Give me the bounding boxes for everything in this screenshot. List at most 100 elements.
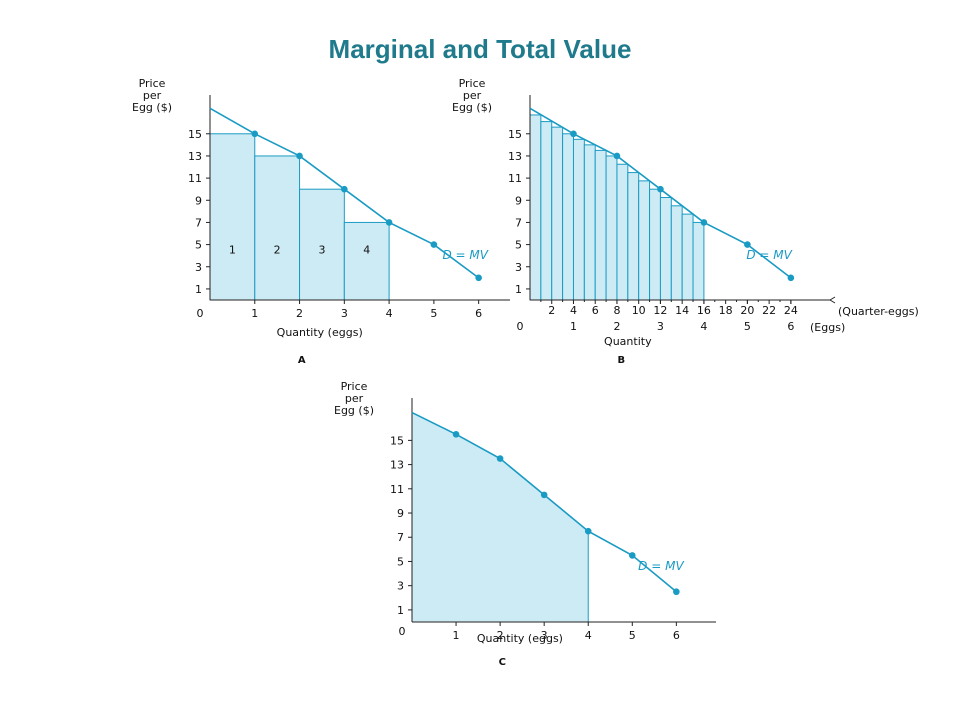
x-tick-label-5: 5 <box>744 320 751 333</box>
demand-point-3 <box>657 185 664 193</box>
bar-1 <box>529 114 542 301</box>
bar-label-4: 4 <box>363 243 370 256</box>
x-tick-label-3: 3 <box>341 307 348 320</box>
bar-11 <box>638 180 651 301</box>
panel-label: C <box>499 657 506 668</box>
y-tick-label-11: 11 <box>390 483 404 496</box>
curve-label: D = MV <box>638 559 684 573</box>
bar-4 <box>562 133 574 301</box>
x-tick-label-4: 4 <box>585 629 592 642</box>
demand-point-5 <box>430 241 438 248</box>
y-tick-label-1: 1 <box>195 283 202 296</box>
bar-2 <box>540 121 553 301</box>
bar-13 <box>659 197 672 301</box>
x-tick-label-0: 0 <box>197 307 204 320</box>
y-tick-label-7: 7 <box>515 216 522 229</box>
demand-point-5 <box>628 552 636 559</box>
slide-title: Marginal and Total Value <box>328 34 632 64</box>
bar-10 <box>627 172 640 301</box>
quarter-tick-label-18: 18 <box>719 304 733 317</box>
quarter-tick-label-8: 8 <box>613 304 620 317</box>
x-tick-label-1: 1 <box>570 320 577 333</box>
y-axis-label-line-1: Price <box>139 77 166 90</box>
quarter-tick-label-4: 4 <box>570 304 577 317</box>
demand-point-5 <box>744 241 751 248</box>
bar-2 <box>254 155 301 301</box>
y-axis-label-line-2: per <box>345 392 364 405</box>
y-tick-label-13: 13 <box>508 150 522 163</box>
x-tick-label-2: 2 <box>296 307 303 320</box>
bar-7 <box>594 149 607 301</box>
x-axis-arrow-upper <box>829 296 836 301</box>
y-tick-label-1: 1 <box>397 604 404 617</box>
total-value-area <box>412 412 589 622</box>
y-tick-label-5: 5 <box>397 555 404 568</box>
y-axis-label-line-1: Price <box>341 380 368 393</box>
quarter-tick-label-20: 20 <box>740 304 754 317</box>
y-tick-label-13: 13 <box>188 150 202 163</box>
y-axis-label-line-3: Egg ($) <box>334 404 374 417</box>
bar-14 <box>670 205 683 301</box>
curve-label: D = MV <box>442 248 488 262</box>
y-tick-label-13: 13 <box>390 459 404 472</box>
panel-label: B <box>617 355 625 366</box>
x-tick-label-1: 1 <box>453 629 460 642</box>
bar-9 <box>616 163 629 301</box>
bar-12 <box>649 188 661 301</box>
y-axis-label-line-2: per <box>463 89 482 102</box>
demand-point-1 <box>251 130 259 138</box>
x-tick-label-2: 2 <box>613 320 620 333</box>
quarter-tick-label-6: 6 <box>592 304 599 317</box>
bar-8 <box>605 155 618 301</box>
bar-label-2: 2 <box>274 243 281 256</box>
quarter-tick-label-10: 10 <box>632 304 646 317</box>
y-tick-label-3: 3 <box>515 261 522 274</box>
x-tick-label-6: 6 <box>673 629 680 642</box>
bar-4 <box>343 221 390 301</box>
y-tick-label-5: 5 <box>195 239 202 252</box>
demand-point-1 <box>452 431 460 438</box>
x-tick-label-4: 4 <box>700 320 707 333</box>
demand-point-4 <box>385 219 393 226</box>
demand-point-2 <box>496 455 504 462</box>
x-tick-label-2: 2 <box>497 629 504 642</box>
demand-point-3 <box>341 185 348 193</box>
demand-point-2 <box>296 152 303 160</box>
egg-axis-unit: (Eggs) <box>810 321 845 334</box>
y-tick-label-1: 1 <box>515 283 522 296</box>
bar-15 <box>681 213 694 301</box>
demand-point-2 <box>613 152 621 160</box>
x-tick-label-5: 5 <box>629 629 636 642</box>
y-tick-label-3: 3 <box>397 580 404 593</box>
x-axis-label: Quantity <box>604 335 652 348</box>
curve-label: D = MV <box>746 248 792 262</box>
bar-label-1: 1 <box>229 243 236 256</box>
bar-16 <box>692 221 705 301</box>
y-tick-label-5: 5 <box>515 239 522 252</box>
quarter-tick-label-16: 16 <box>697 304 711 317</box>
y-tick-label-9: 9 <box>515 194 522 207</box>
x-tick-label-3: 3 <box>657 320 664 333</box>
quarter-tick-label-14: 14 <box>675 304 689 317</box>
panel-label: A <box>298 355 306 366</box>
demand-point-1 <box>570 130 577 138</box>
y-tick-label-11: 11 <box>188 172 202 185</box>
demand-point-6 <box>787 274 795 282</box>
demand-point-6 <box>673 588 680 596</box>
x-tick-label-4: 4 <box>386 307 393 320</box>
quarter-axis-unit: (Quarter-eggs) <box>838 305 919 318</box>
y-tick-label-9: 9 <box>397 507 404 520</box>
y-axis-label-line-3: Egg ($) <box>132 101 172 114</box>
x-tick-label-6: 6 <box>787 320 794 333</box>
bar-label-3: 3 <box>318 243 325 256</box>
y-tick-label-15: 15 <box>390 434 404 447</box>
y-axis-label-line-1: Price <box>459 77 486 90</box>
quarter-tick-label-12: 12 <box>653 304 667 317</box>
x-tick-label-5: 5 <box>430 307 437 320</box>
y-tick-label-15: 15 <box>188 128 202 141</box>
x-tick-label-3: 3 <box>541 629 548 642</box>
